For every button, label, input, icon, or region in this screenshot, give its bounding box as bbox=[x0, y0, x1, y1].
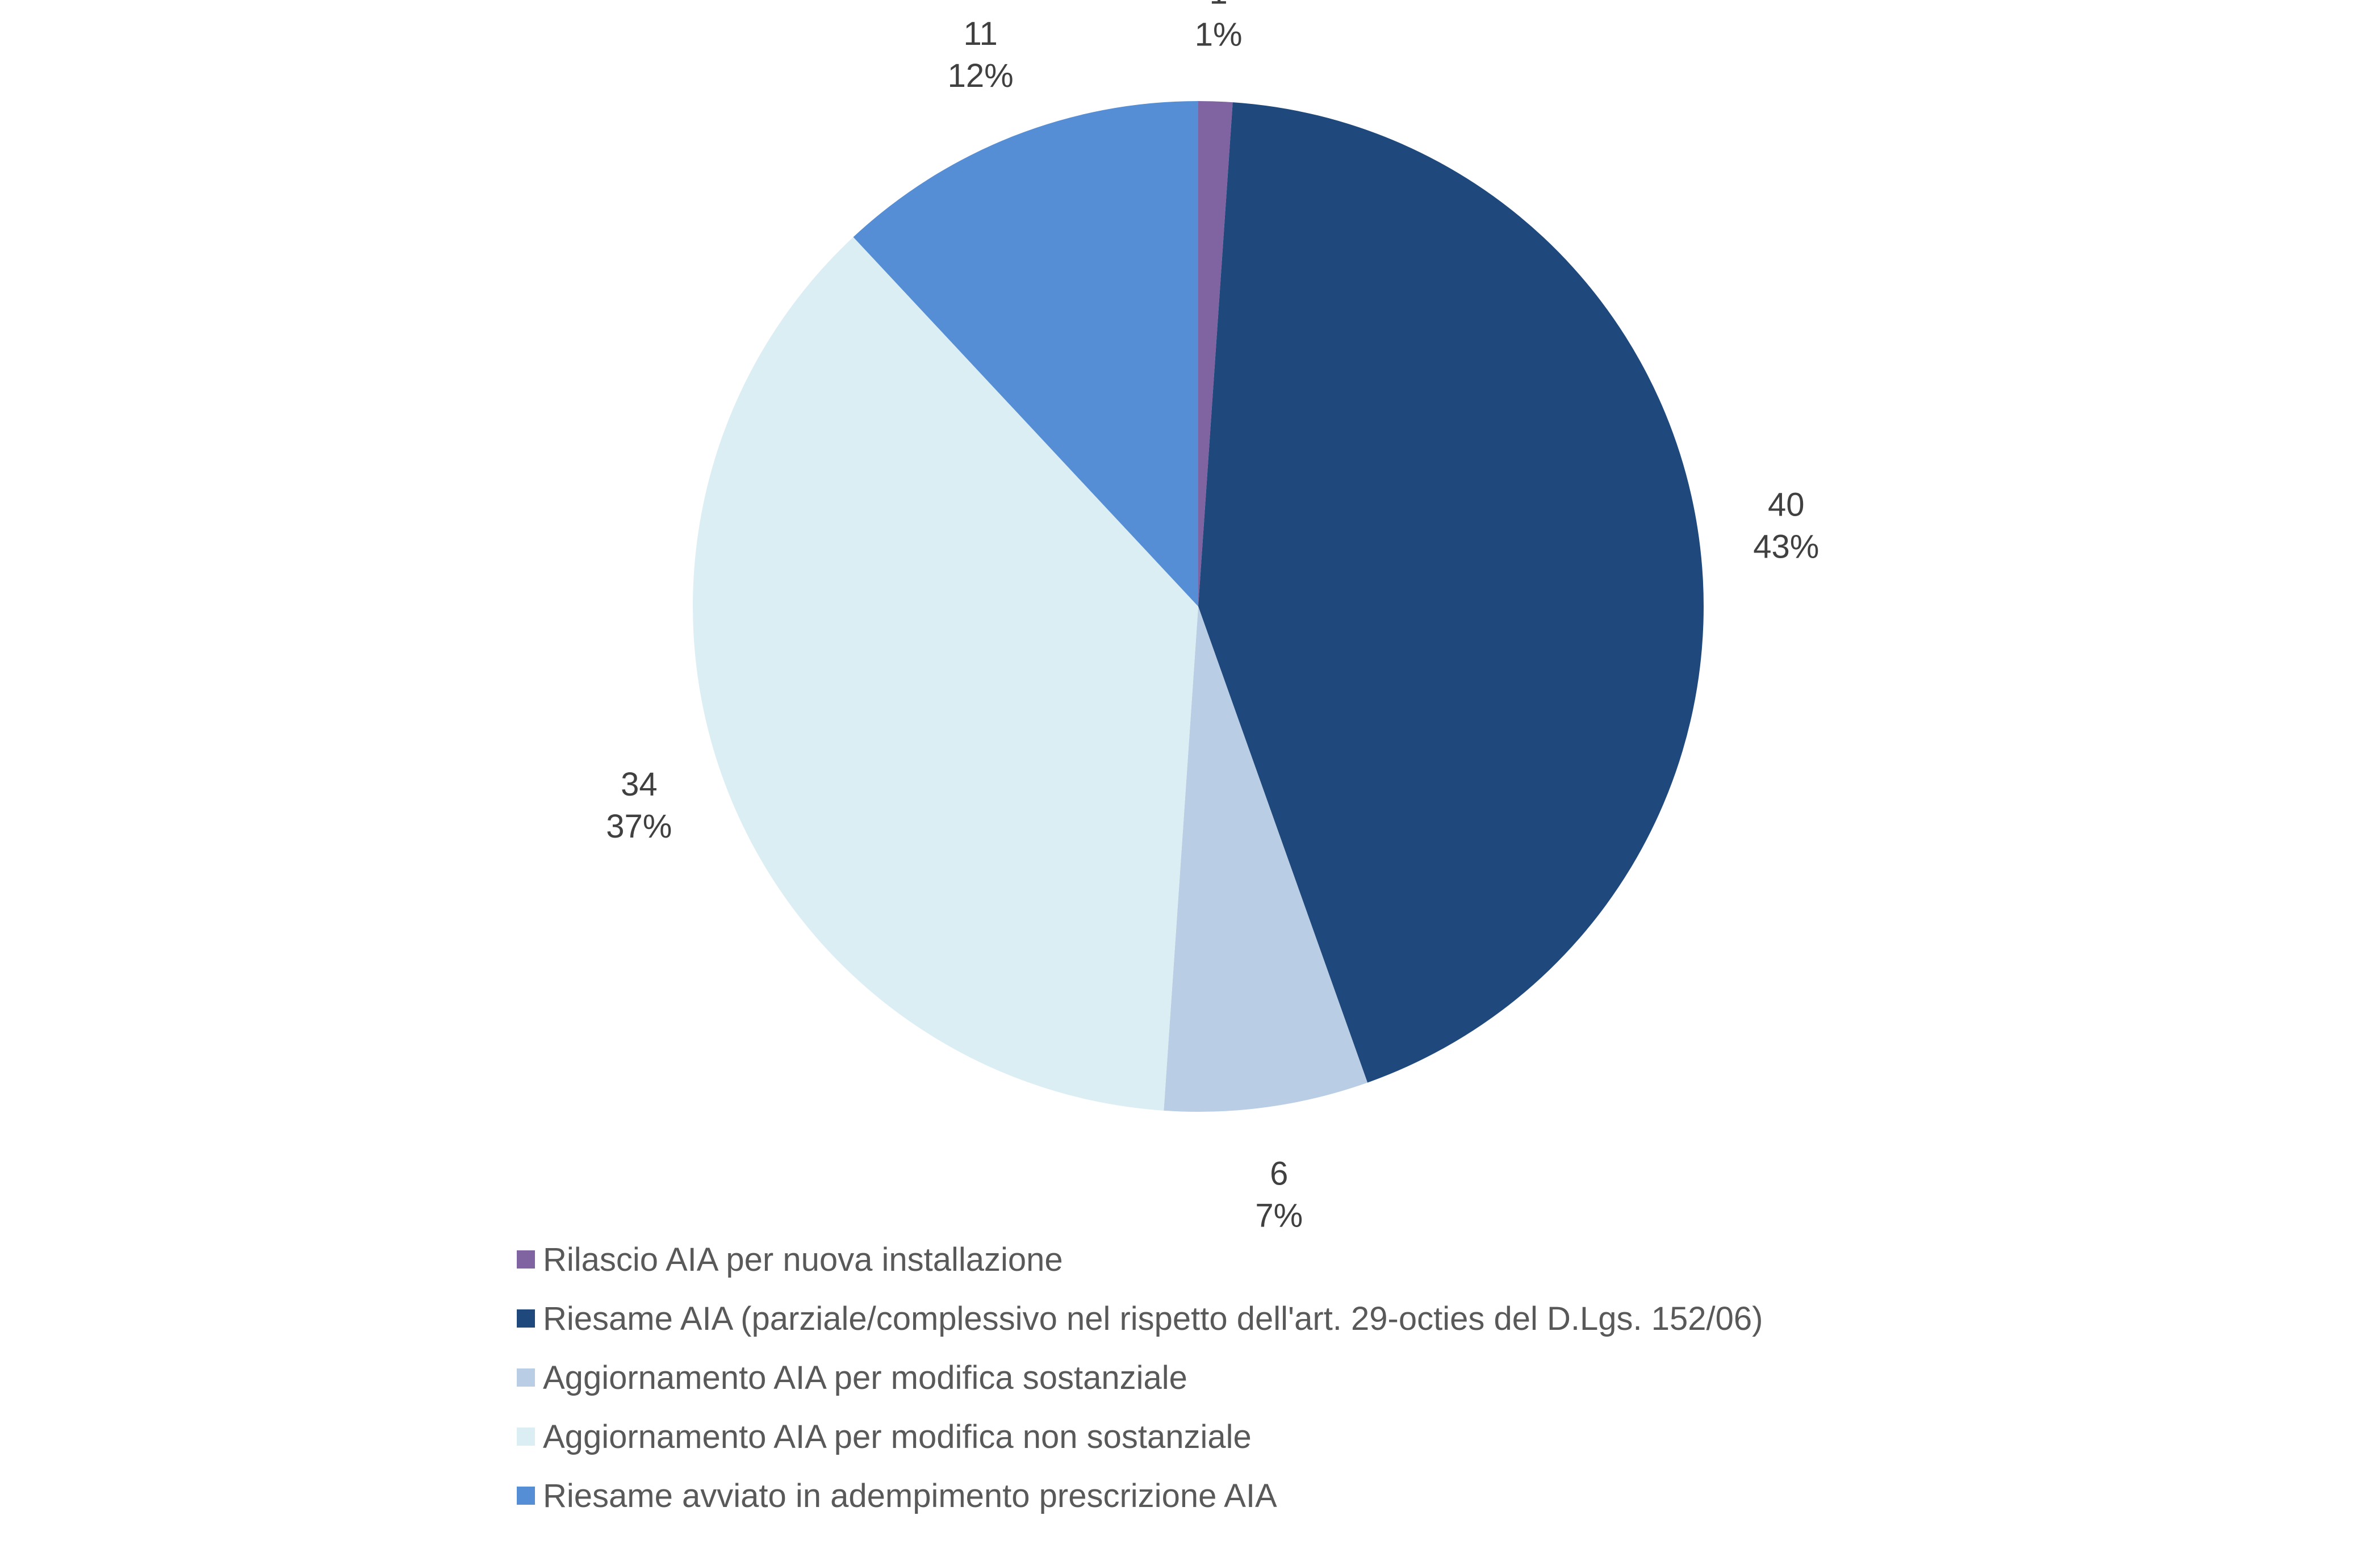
slice-percent-label: 1% bbox=[1195, 16, 1243, 53]
slice-value-label: 40 bbox=[1768, 487, 1805, 524]
slice-percent-label: 37% bbox=[606, 808, 672, 845]
legend-label: Riesame avviato in adempimento prescrizi… bbox=[543, 1477, 1277, 1514]
legend-label: Riesame AIA (parziale/complessivo nel ri… bbox=[543, 1300, 1763, 1337]
pie-slice-rilascio-aia-per-nuova-installazione bbox=[1198, 101, 1233, 606]
pie-slice-aggiornamento-aia-per-modifica-non-sosta bbox=[693, 237, 1198, 1111]
slice-labels: 1 1% 40 43% 6 7% 34 37% 11 12% bbox=[606, 0, 1819, 1234]
legend-item: Aggiornamento AIA per modifica non sosta… bbox=[517, 1418, 1252, 1455]
slice-value-label: 34 bbox=[621, 766, 658, 803]
pie-slice-aggiornamento-aia-per-modifica-sostanzia bbox=[1164, 606, 1368, 1112]
slice-percent-label: 12% bbox=[948, 57, 1014, 94]
pie-slices bbox=[693, 101, 1704, 1112]
pie-slice-riesame-avviato-in-adempimento-prescrizi bbox=[853, 101, 1198, 606]
legend-item: Riesame AIA (parziale/complessivo nel ri… bbox=[517, 1300, 1763, 1337]
legend-swatch bbox=[517, 1368, 535, 1387]
legend-swatch bbox=[517, 1428, 535, 1446]
legend-swatch bbox=[517, 1309, 535, 1328]
legend: Rilascio AIA per nuova installazione Ries… bbox=[517, 1241, 1763, 1514]
legend-swatch bbox=[517, 1487, 535, 1505]
legend-label: Rilascio AIA per nuova installazione bbox=[543, 1241, 1063, 1278]
legend-item: Aggiornamento AIA per modifica sostanzia… bbox=[517, 1359, 1187, 1396]
legend-swatch bbox=[517, 1250, 535, 1269]
slice-percent-label: 43% bbox=[1753, 529, 1819, 566]
slice-value-label: 11 bbox=[964, 15, 998, 52]
legend-item: Riesame avviato in adempimento prescrizi… bbox=[517, 1477, 1277, 1514]
legend-label: Aggiornamento AIA per modifica non sosta… bbox=[543, 1418, 1252, 1455]
slice-value-label: 1 bbox=[1210, 0, 1228, 11]
legend-item: Rilascio AIA per nuova installazione bbox=[517, 1241, 1063, 1278]
slice-percent-label: 7% bbox=[1255, 1197, 1303, 1234]
legend-label: Aggiornamento AIA per modifica sostanzia… bbox=[543, 1359, 1187, 1396]
pie-slice-riesame-aia-parziale-complessivo-nel-ris bbox=[1198, 102, 1704, 1083]
slice-value-label: 6 bbox=[1270, 1155, 1288, 1192]
